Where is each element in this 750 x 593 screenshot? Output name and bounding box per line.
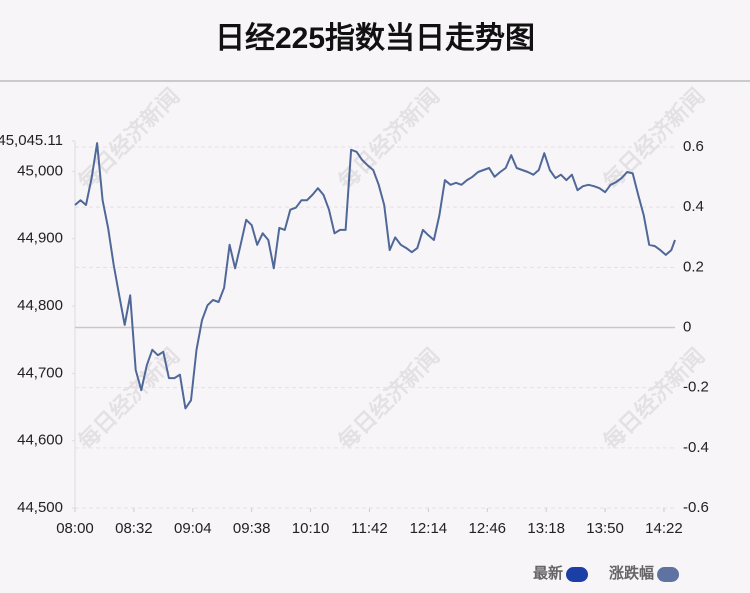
watermark: 每日经济新闻 (73, 343, 184, 454)
x-tick-label: 08:00 (56, 520, 94, 537)
y2-tick-label: 0.2 (683, 258, 704, 275)
x-tick-label: 09:04 (174, 520, 212, 537)
x-tick-label: 13:50 (586, 520, 624, 537)
y-tick-label: 44,500 (17, 499, 63, 516)
price-line (74, 142, 676, 410)
y2-tick-label: 0.4 (683, 198, 704, 215)
chart-title: 日经225指数当日走势图 (215, 21, 535, 55)
y2-tick-label: -0.4 (683, 439, 709, 456)
x-tick-label: 12:14 (410, 520, 448, 537)
y-tick-label: 45,045.11 (0, 132, 63, 149)
x-tick-label: 12:46 (468, 520, 506, 537)
x-tick-label: 08:32 (115, 520, 153, 537)
legend-swatch (657, 567, 680, 582)
y-tick-label: 44,800 (17, 297, 63, 314)
x-tick-label: 11:42 (351, 520, 387, 537)
y-tick-label: 44,700 (17, 364, 63, 381)
watermark: 每日经济新闻 (73, 83, 184, 194)
y2-tick-label: 0.6 (683, 138, 704, 155)
watermark: 每日经济新闻 (333, 343, 444, 454)
y-tick-label: 45,000 (17, 162, 63, 179)
y2-tick-label: -0.6 (683, 499, 709, 516)
y2-tick-label: -0.2 (683, 379, 709, 396)
y2-tick-label: 0 (683, 318, 691, 335)
y-tick-label: 44,600 (17, 432, 63, 449)
x-tick-label: 14:22 (645, 520, 683, 537)
legend-swatch (566, 567, 589, 582)
legend-label: 涨跌幅 (609, 564, 654, 582)
legend-label: 最新 (533, 564, 563, 582)
x-tick-label: 09:38 (233, 520, 271, 537)
watermark: 每日经济新闻 (598, 343, 709, 454)
x-tick-label: 13:18 (527, 520, 565, 537)
y-tick-label: 44,900 (17, 230, 63, 247)
x-tick-label: 10:10 (292, 520, 330, 537)
